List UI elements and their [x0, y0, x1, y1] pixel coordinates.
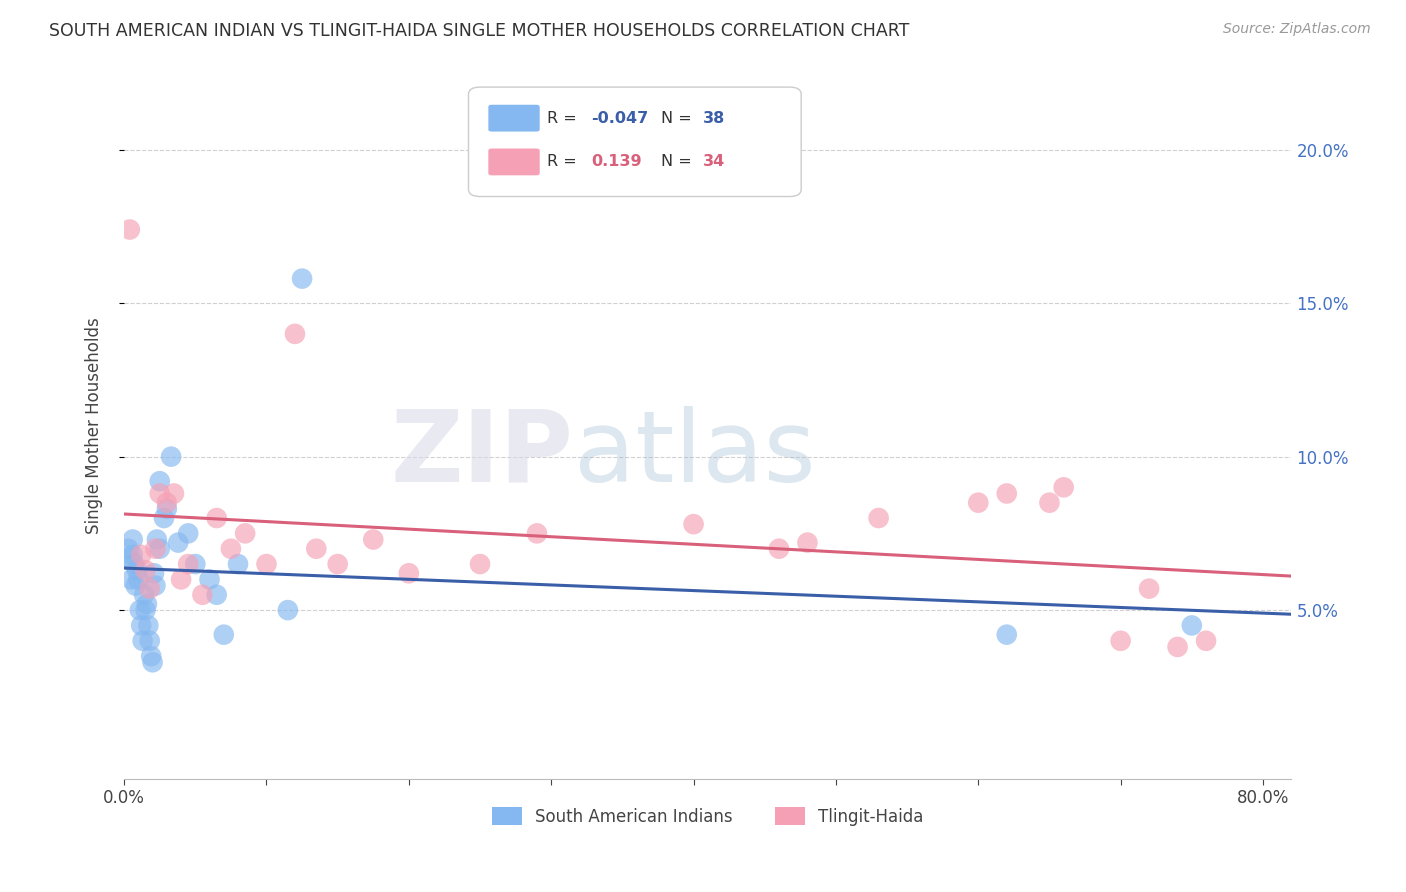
Point [995, 486, 1018, 500]
Point [198, 573, 221, 587]
Point [145, 541, 167, 556]
Point [177, 557, 200, 571]
Point [135, 597, 157, 611]
Point [134, 563, 156, 577]
Point [167, 535, 190, 549]
Point [868, 511, 890, 525]
Text: N =: N = [661, 111, 697, 126]
Point [212, 628, 235, 642]
Point [967, 496, 990, 510]
Point [1195, 633, 1218, 648]
Text: R =: R = [547, 111, 582, 126]
Point [141, 649, 163, 664]
Point [149, 541, 172, 556]
Text: atlas: atlas [574, 406, 815, 503]
Point [145, 578, 167, 592]
Point [256, 557, 278, 571]
Point [121, 533, 143, 547]
Point [132, 588, 155, 602]
Text: -0.047: -0.047 [591, 111, 648, 126]
Point [127, 573, 149, 587]
Point [153, 511, 176, 525]
Text: R =: R = [547, 154, 582, 169]
Point [129, 548, 152, 562]
Point [125, 563, 148, 577]
Point [1053, 480, 1076, 494]
Point [1137, 582, 1160, 596]
Point [205, 511, 228, 525]
Point [149, 486, 172, 500]
Point [124, 578, 146, 592]
Point [995, 628, 1018, 642]
Legend: South American Indians, Tlingit-Haida: South American Indians, Tlingit-Haida [484, 798, 932, 834]
Point [139, 633, 162, 648]
Point [139, 582, 162, 596]
Text: Source: ZipAtlas.com: Source: ZipAtlas.com [1223, 22, 1371, 37]
Point [160, 450, 183, 464]
Point [129, 618, 152, 632]
Point [117, 541, 139, 556]
Point [120, 573, 142, 587]
Point [361, 533, 384, 547]
Point [146, 533, 169, 547]
Point [1109, 633, 1132, 648]
Text: 34: 34 [703, 154, 725, 169]
Point [1038, 496, 1060, 510]
Text: ZIP: ZIP [391, 406, 574, 503]
FancyBboxPatch shape [488, 148, 540, 176]
Point [291, 271, 314, 285]
Point [277, 603, 299, 617]
Point [468, 557, 491, 571]
Point [526, 526, 548, 541]
Point [205, 588, 228, 602]
Point [121, 548, 143, 562]
Point [184, 557, 207, 571]
Point [284, 326, 307, 341]
Text: 38: 38 [703, 111, 725, 126]
Point [233, 526, 256, 541]
Point [138, 618, 160, 632]
Point [163, 486, 186, 500]
Point [131, 633, 153, 648]
Point [398, 566, 420, 581]
Text: N =: N = [661, 154, 697, 169]
Point [326, 557, 349, 571]
Point [128, 603, 150, 617]
Point [170, 573, 193, 587]
Point [134, 603, 156, 617]
Point [142, 655, 165, 669]
Point [149, 474, 172, 488]
Point [156, 501, 179, 516]
Text: 0.139: 0.139 [591, 154, 641, 169]
Point [143, 566, 166, 581]
Point [219, 541, 242, 556]
Point [177, 526, 200, 541]
Point [796, 535, 818, 549]
Point [768, 541, 790, 556]
Text: SOUTH AMERICAN INDIAN VS TLINGIT-HAIDA SINGLE MOTHER HOUSEHOLDS CORRELATION CHAR: SOUTH AMERICAN INDIAN VS TLINGIT-HAIDA S… [49, 22, 910, 40]
Point [156, 496, 179, 510]
Point [118, 222, 141, 236]
FancyBboxPatch shape [468, 87, 801, 196]
Point [1181, 618, 1204, 632]
Point [682, 517, 704, 532]
Point [226, 557, 249, 571]
Y-axis label: Single Mother Households: Single Mother Households [86, 318, 103, 534]
Point [305, 541, 328, 556]
Point [118, 550, 141, 565]
FancyBboxPatch shape [488, 104, 540, 132]
Point [191, 588, 214, 602]
Point [122, 557, 145, 571]
Point [1167, 640, 1189, 654]
